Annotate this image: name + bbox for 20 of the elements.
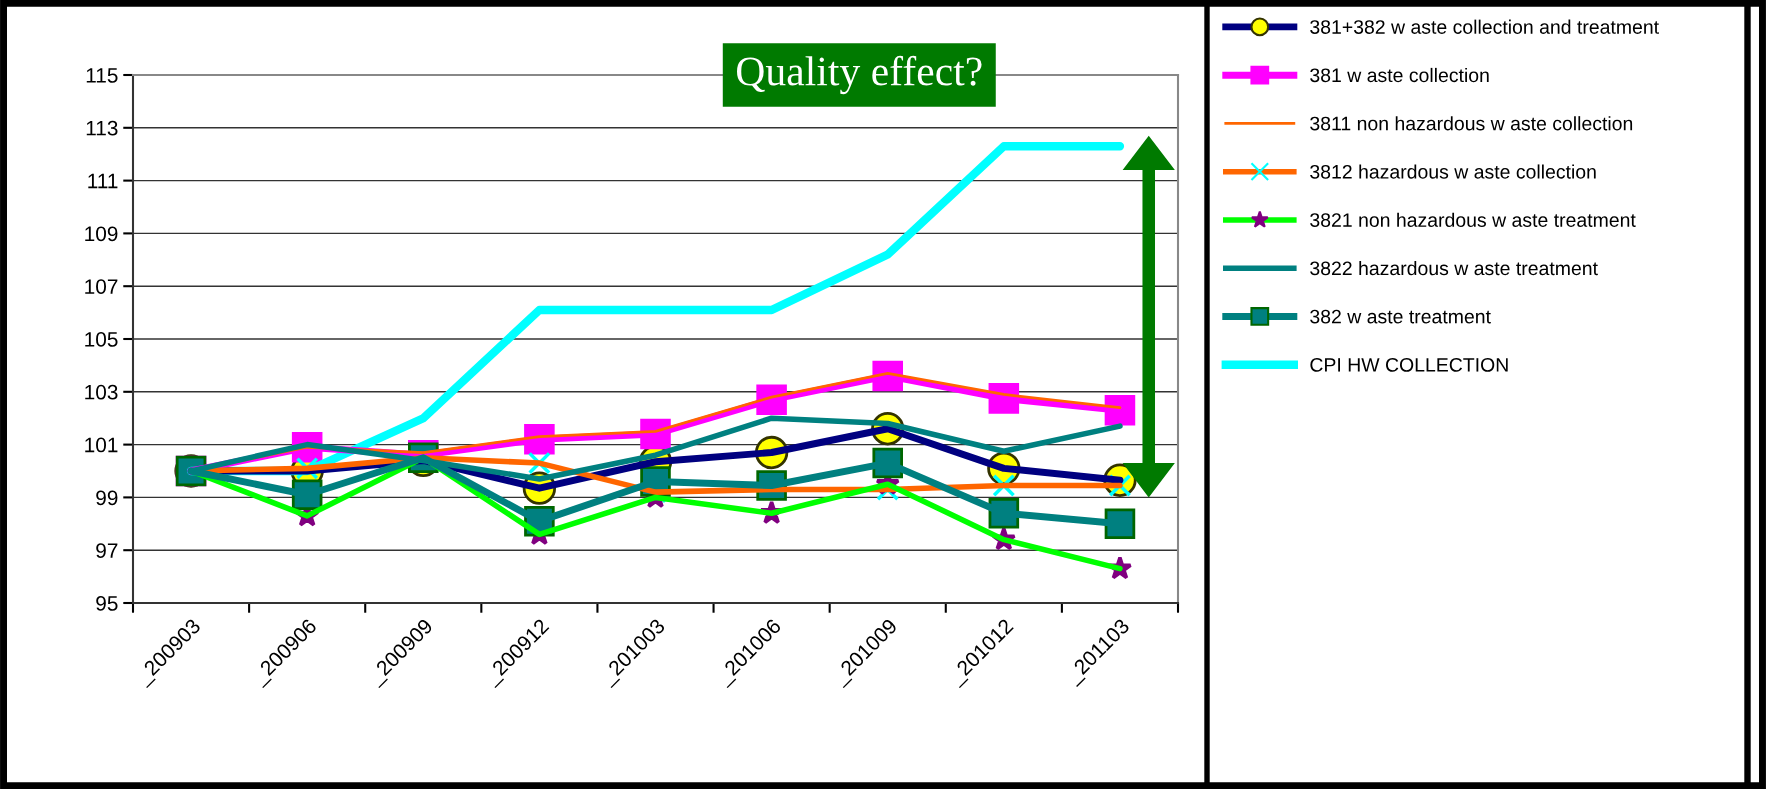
y-tick-label: 99 — [96, 490, 118, 506]
legend-label: 3811 non hazardous w aste collection — [1310, 116, 1633, 131]
legend-label: 3821 non hazardous w aste treatment — [1310, 212, 1636, 227]
y-tick-label: 101 — [85, 437, 118, 453]
y-tick-label: 107 — [85, 279, 118, 294]
y-tick-label: 113 — [86, 120, 118, 136]
legend-label: 3812 hazardous w aste collection — [1310, 164, 1596, 179]
legend-label: 382 w aste treatment — [1310, 309, 1491, 324]
y-tick-label: 95 — [96, 596, 118, 611]
y-tick-label: 105 — [85, 332, 118, 347]
legend-label: 3822 hazardous w aste treatment — [1310, 260, 1598, 276]
y-tick-label: 109 — [85, 226, 118, 242]
y-tick-label: 115 — [86, 68, 118, 83]
y-tick-label: 97 — [96, 543, 118, 558]
legend-label: 381+382 w aste collection and treatment — [1310, 19, 1659, 34]
y-tick-label: 103 — [85, 384, 118, 400]
y-tick-label: 111 — [88, 173, 118, 189]
annotation: Quality effect? — [737, 55, 982, 95]
legend-label: 381 w aste collection — [1310, 67, 1489, 83]
legend-label: CPI HW COLLECTION — [1310, 357, 1508, 372]
